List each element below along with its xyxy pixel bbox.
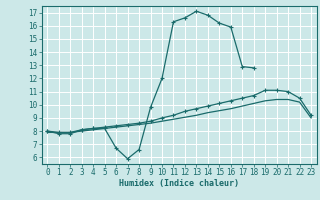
X-axis label: Humidex (Indice chaleur): Humidex (Indice chaleur) <box>119 179 239 188</box>
